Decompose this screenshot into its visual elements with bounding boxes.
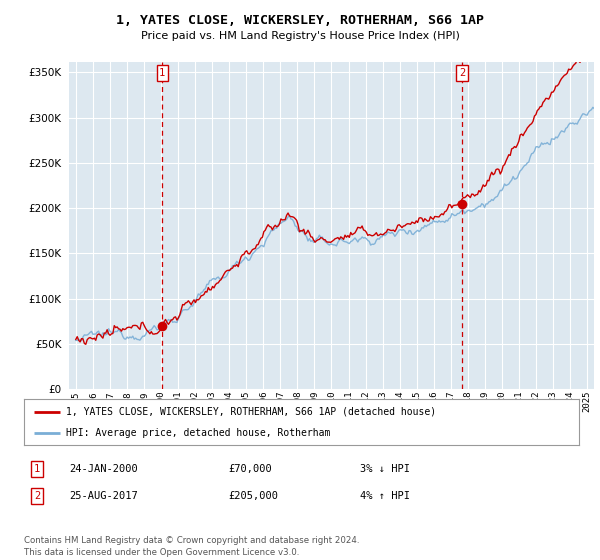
- Text: 1, YATES CLOSE, WICKERSLEY, ROTHERHAM, S66 1AP: 1, YATES CLOSE, WICKERSLEY, ROTHERHAM, S…: [116, 14, 484, 27]
- Text: 2: 2: [459, 68, 465, 78]
- Text: 1: 1: [34, 464, 40, 474]
- Text: 25-AUG-2017: 25-AUG-2017: [69, 491, 138, 501]
- Text: £205,000: £205,000: [228, 491, 278, 501]
- Text: 1: 1: [159, 68, 166, 78]
- Text: 24-JAN-2000: 24-JAN-2000: [69, 464, 138, 474]
- Text: 2: 2: [34, 491, 40, 501]
- Text: HPI: Average price, detached house, Rotherham: HPI: Average price, detached house, Roth…: [65, 428, 330, 438]
- Text: 3% ↓ HPI: 3% ↓ HPI: [360, 464, 410, 474]
- Text: £70,000: £70,000: [228, 464, 272, 474]
- Text: Price paid vs. HM Land Registry's House Price Index (HPI): Price paid vs. HM Land Registry's House …: [140, 31, 460, 41]
- Text: Contains HM Land Registry data © Crown copyright and database right 2024.
This d: Contains HM Land Registry data © Crown c…: [24, 536, 359, 557]
- Text: 4% ↑ HPI: 4% ↑ HPI: [360, 491, 410, 501]
- Text: 1, YATES CLOSE, WICKERSLEY, ROTHERHAM, S66 1AP (detached house): 1, YATES CLOSE, WICKERSLEY, ROTHERHAM, S…: [65, 407, 436, 417]
